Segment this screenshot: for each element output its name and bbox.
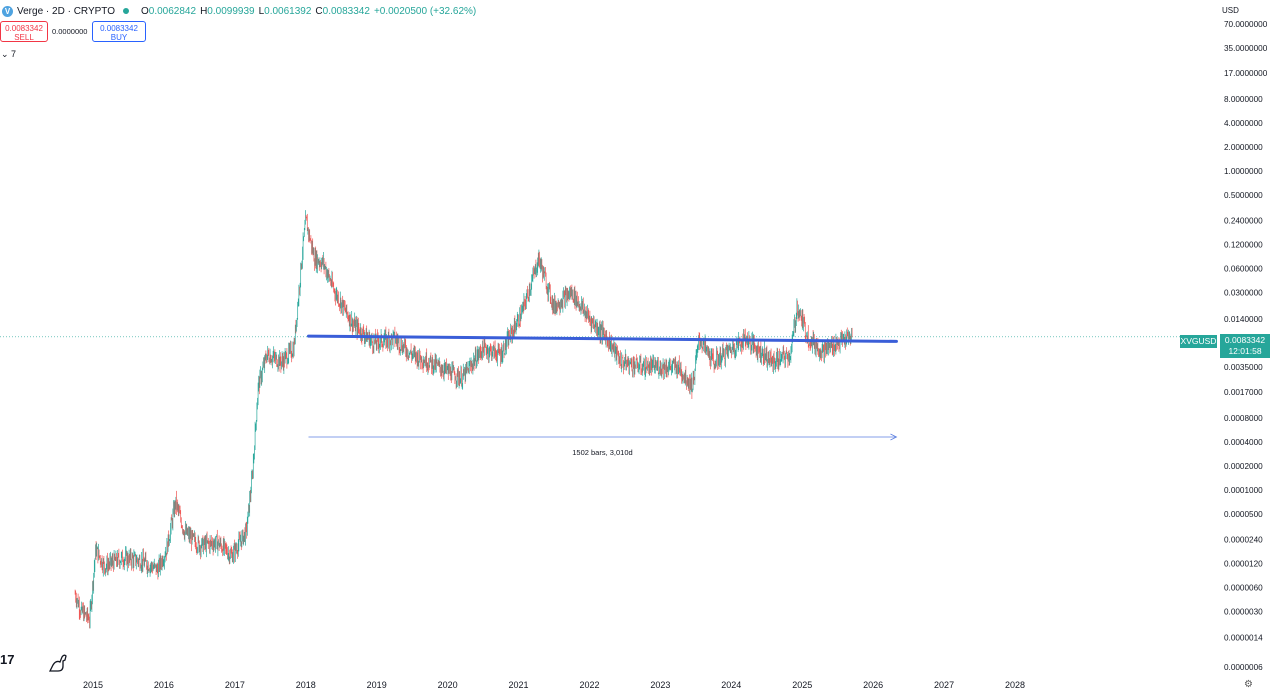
y-tick-label: 35.0000000 xyxy=(1224,44,1268,53)
y-tick-label: 0.1200000 xyxy=(1224,240,1263,249)
ohlc-low-label: L xyxy=(258,5,265,17)
y-tick-label: 0.0000120 xyxy=(1224,559,1263,568)
x-tick-label: 2020 xyxy=(438,680,458,690)
y-tick-label: 0.0035000 xyxy=(1224,363,1263,372)
ohlc-open-label: O xyxy=(141,5,149,17)
y-tick-label: 4.0000000 xyxy=(1224,119,1263,128)
y-tick-label: 0.0017000 xyxy=(1224,388,1263,397)
last-price-value: 0.0083342 xyxy=(1224,335,1266,345)
y-tick-label: 0.0004000 xyxy=(1224,438,1263,447)
y-tick-label: 0.0002000 xyxy=(1224,462,1263,471)
y-tick-label: 2.0000000 xyxy=(1224,143,1263,152)
sell-label: SELL xyxy=(14,33,34,42)
ohlc-change: +0.0020500 (+32.62%) xyxy=(373,5,477,17)
y-tick-label: 70.0000000 xyxy=(1224,20,1268,29)
spread-value: 0.0000000 xyxy=(52,27,88,36)
y-tick-label: 17.0000000 xyxy=(1224,69,1268,78)
dino-icon xyxy=(48,654,67,672)
ohlc-high-label: H xyxy=(200,5,208,17)
y-tick-label: 0.0140000 xyxy=(1224,315,1263,324)
y-tick-label: 0.0000240 xyxy=(1224,535,1263,544)
y-tick-label: 0.0000030 xyxy=(1224,607,1263,616)
buy-button[interactable]: 0.0083342 BUY xyxy=(92,21,146,42)
y-tick-label: 0.0600000 xyxy=(1224,264,1263,273)
x-tick-label: 2024 xyxy=(721,680,741,690)
sell-button[interactable]: 0.0083342 SELL xyxy=(0,21,48,42)
indicators-toggle[interactable]: ⌄ 7 xyxy=(1,49,17,59)
x-tick-label: 2018 xyxy=(296,680,316,690)
ohlc-low-value: 0.0061392 xyxy=(264,5,312,17)
y-tick-label: 0.0000060 xyxy=(1224,583,1263,592)
sell-price: 0.0083342 xyxy=(5,24,43,33)
candles xyxy=(74,210,853,629)
currency-selector[interactable]: USD xyxy=(1222,6,1239,15)
y-tick-label: 0.0000006 xyxy=(1224,663,1263,672)
y-tick-label: 8.0000000 xyxy=(1224,95,1263,104)
x-tick-label: 2016 xyxy=(154,680,174,690)
last-price-label: 0.0083342 12:01:58 xyxy=(1220,334,1270,358)
x-tick-label: 2026 xyxy=(863,680,883,690)
y-tick-label: 0.0300000 xyxy=(1224,288,1263,297)
x-tick-label: 2025 xyxy=(792,680,812,690)
y-tick-label: 0.0008000 xyxy=(1224,414,1263,423)
ohlc-high-value: 0.0099939 xyxy=(207,5,255,17)
range-measure-arrowhead xyxy=(890,433,898,441)
x-tick-label: 2027 xyxy=(934,680,954,690)
x-tick-label: 2021 xyxy=(509,680,529,690)
ohlc-close-value: 0.0083342 xyxy=(322,5,370,17)
market-status-dot-icon xyxy=(123,8,129,14)
y-tick-label: 1.0000000 xyxy=(1224,167,1263,176)
x-tick-label: 2028 xyxy=(1005,680,1025,690)
settings-gear-icon[interactable]: ⚙ xyxy=(1244,679,1253,690)
bar-countdown: 12:01:58 xyxy=(1228,346,1262,356)
y-tick-label: 0.0000500 xyxy=(1224,510,1263,519)
buy-price: 0.0083342 xyxy=(100,24,138,33)
x-tick-label: 2015 xyxy=(83,680,103,690)
ohlc-close-label: C xyxy=(315,5,323,17)
range-measure-label: 1502 bars, 3,010d xyxy=(572,448,632,457)
y-tick-label: 0.0001000 xyxy=(1224,486,1263,495)
x-tick-label: 2019 xyxy=(367,680,387,690)
symbol-price-tag: XVGUSD xyxy=(1180,335,1217,348)
buy-label: BUY xyxy=(110,33,128,42)
symbol-header: V Verge · 2D · CRYPTO O 0.0062842 H 0.0099… xyxy=(0,3,476,19)
verge-logo-icon: V xyxy=(2,5,13,17)
y-tick-label: 0.0000014 xyxy=(1224,634,1263,643)
ohlc-open-value: 0.0062842 xyxy=(148,5,197,17)
tradingview-logo[interactable]: 17 xyxy=(0,652,15,667)
y-tick-label: 0.5000000 xyxy=(1224,191,1263,200)
horizontal-trendline xyxy=(306,334,898,343)
x-tick-label: 2017 xyxy=(225,680,245,690)
x-tick-label: 2023 xyxy=(650,680,670,690)
y-tick-label: 0.2400000 xyxy=(1224,216,1263,225)
symbol-title[interactable]: Verge · 2D · CRYPTO xyxy=(17,5,115,17)
x-tick-label: 2022 xyxy=(579,680,599,690)
